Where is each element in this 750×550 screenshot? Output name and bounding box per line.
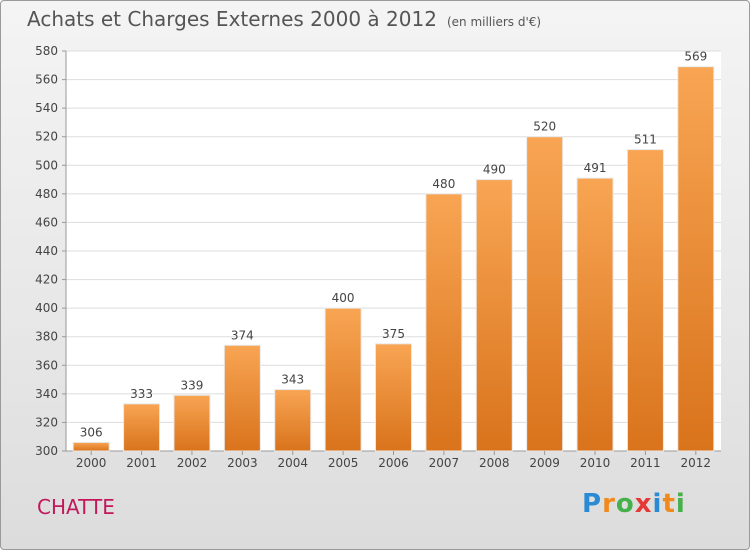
bar (375, 343, 412, 452)
bar (123, 403, 161, 452)
bar-value-label: 306 (80, 425, 103, 439)
y-tick-label: 540 (35, 101, 58, 115)
bar-value-label: 374 (231, 328, 254, 342)
x-tick-label: 2011 (630, 456, 661, 470)
logo-letter: i (675, 489, 686, 519)
bar (475, 179, 513, 452)
logo-letter: r (602, 489, 616, 519)
x-tick-label: 2012 (681, 456, 712, 470)
bar (173, 394, 211, 452)
y-tick-label: 500 (35, 158, 58, 172)
logo-letter: t (662, 489, 676, 519)
bar (576, 177, 614, 452)
bar-value-label: 343 (281, 373, 304, 387)
chart-title: Achats et Charges Externes 2000 à 2012 (e… (27, 7, 541, 31)
bar (626, 149, 664, 452)
logo-letter: o (615, 489, 635, 519)
logo-letter: x (634, 489, 653, 519)
x-tick-label: 2005 (328, 456, 359, 470)
bar-value-label: 569 (684, 50, 707, 64)
bar-value-label: 491 (584, 161, 607, 175)
bar-value-label: 400 (332, 291, 355, 305)
logo-letter: P (582, 489, 603, 519)
bar-value-label: 511 (634, 133, 657, 147)
x-tick-label: 2010 (580, 456, 611, 470)
bar (677, 66, 715, 452)
y-tick-label: 320 (35, 415, 58, 429)
x-tick-label: 2006 (378, 456, 409, 470)
y-tick-label: 300 (35, 444, 58, 458)
y-tick-label: 560 (35, 73, 58, 87)
y-tick-label: 400 (35, 301, 58, 315)
y-tick-label: 340 (35, 387, 58, 401)
bar (72, 441, 110, 452)
title-text: Achats et Charges Externes 2000 à 2012 (27, 7, 437, 31)
y-tick-label: 460 (35, 215, 58, 229)
proxiti-logo: Proxiti (582, 489, 686, 519)
bar (526, 136, 564, 452)
y-tick-label: 440 (35, 244, 58, 258)
x-tick-label: 2009 (529, 456, 560, 470)
y-tick-label: 580 (35, 44, 58, 58)
x-tick-label: 2007 (429, 456, 460, 470)
y-tick-label: 360 (35, 358, 58, 372)
x-tick-label: 2002 (177, 456, 208, 470)
x-tick-label: 2001 (126, 456, 157, 470)
y-tick-label: 380 (35, 330, 58, 344)
bar-value-label: 375 (382, 327, 405, 341)
x-tick-label: 2003 (227, 456, 258, 470)
bar-value-label: 333 (130, 387, 153, 401)
town-name: CHATTE (37, 495, 115, 519)
y-tick-label: 480 (35, 187, 58, 201)
bar (425, 193, 463, 452)
bar-value-label: 480 (432, 177, 455, 191)
logo-letter: i (652, 489, 663, 519)
x-tick-label: 2000 (76, 456, 107, 470)
y-tick-label: 520 (35, 130, 58, 144)
bar-value-label: 520 (533, 120, 556, 134)
chart-subtitle: (en milliers d'€) (446, 15, 542, 29)
bar-value-label: 339 (181, 378, 204, 392)
x-tick-label: 2008 (479, 456, 510, 470)
bar-value-label: 490 (483, 163, 506, 177)
y-tick-label: 420 (35, 273, 58, 287)
x-tick-label: 2004 (277, 456, 308, 470)
bar (274, 389, 312, 452)
bar (223, 344, 261, 452)
bar (324, 307, 362, 452)
